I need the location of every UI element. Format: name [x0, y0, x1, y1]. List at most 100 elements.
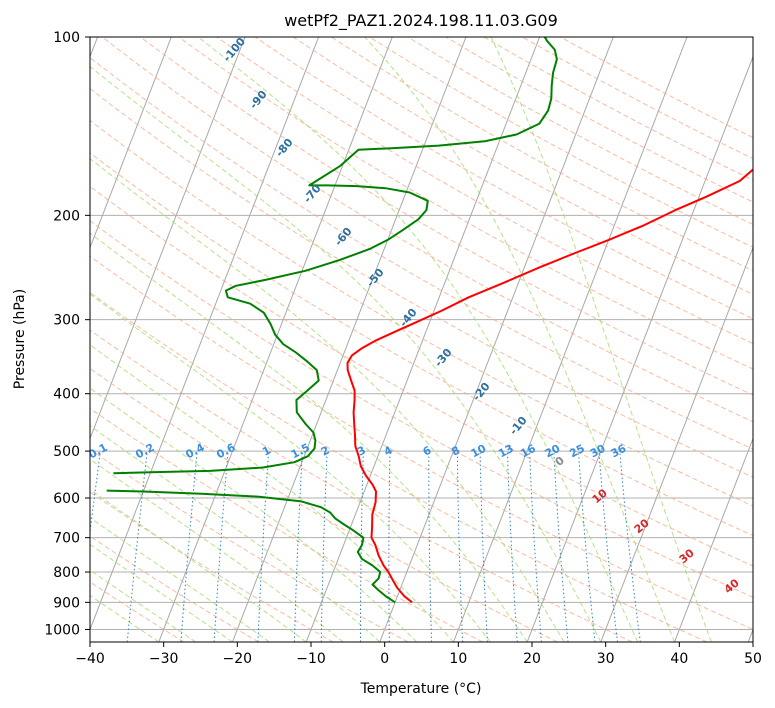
y-axis-ticks: 100 200 300 400 500 600 700 800 900 1000 — [44, 30, 90, 638]
moist-adiabat — [490, 37, 712, 642]
isotherm — [232, 37, 467, 642]
dry-adiabats — [90, 37, 753, 642]
x-tick-label: 50 — [744, 651, 762, 667]
dry-adiabat — [90, 56, 753, 450]
y-tick-label: 700 — [53, 531, 80, 547]
moist-adiabat — [90, 569, 196, 642]
dry-adiabat — [140, 37, 753, 396]
mixing-ratio-label: 0.4 — [183, 441, 207, 462]
y-tick-label: 800 — [53, 565, 80, 581]
dry-adiabat — [90, 87, 753, 478]
dry-adiabat-label: -80 — [273, 136, 296, 160]
y-tick-label: 400 — [53, 387, 80, 403]
mixing-ratio-line — [90, 451, 101, 537]
moist-adiabat — [90, 594, 160, 642]
moist-adiabat — [90, 458, 344, 642]
dry-adiabat — [90, 152, 753, 537]
x-tick-label: −10 — [296, 651, 326, 667]
moist-adiabat — [90, 488, 307, 642]
dry-adiabat — [90, 407, 483, 642]
plot-frame — [89, 36, 754, 643]
y-tick-label: 200 — [53, 208, 80, 224]
x-axis-ticks: −40 −30 −20 −10 0 10 20 30 40 50 — [75, 642, 762, 667]
y-tick-label: 100 — [53, 30, 80, 46]
mixing-ratio-label: 0.6 — [214, 441, 238, 462]
moist-adiabat — [90, 65, 602, 642]
moist-adiabat — [90, 344, 454, 642]
mixing-ratio-label: 13 — [496, 442, 516, 461]
dry-adiabat — [254, 37, 753, 320]
dry-adiabat — [90, 185, 753, 567]
mixing-ratio-line — [479, 451, 488, 642]
dry-adiabat — [292, 37, 753, 295]
mixing-ratio-line — [320, 451, 328, 642]
mixing-ratio-label: 25 — [567, 442, 587, 461]
moist-adiabat — [90, 543, 233, 642]
isotherm — [379, 37, 614, 642]
dry-adiabat-label: -40 — [397, 306, 420, 330]
mixing-ratio-line — [126, 451, 148, 642]
mixing-ratio-lines — [90, 451, 641, 642]
isotherm — [90, 37, 246, 440]
pressure-gridlines — [90, 37, 753, 630]
mixing-ratio-label: 36 — [609, 442, 629, 461]
dewpoint-profile-line — [106, 489, 396, 604]
dry-adiabat — [90, 119, 753, 507]
dry-adiabat — [331, 37, 753, 272]
x-axis-label: Temperature (°C) — [360, 681, 482, 697]
isotherms — [90, 37, 753, 642]
moist-adiabat-label: 10 — [590, 486, 610, 506]
x-tick-label: 30 — [597, 651, 615, 667]
y-tick-label: 1000 — [44, 622, 80, 638]
isotherm — [747, 628, 753, 642]
isotherm — [158, 37, 393, 642]
dry-adiabat — [90, 255, 753, 630]
mixing-ratio-line — [578, 451, 596, 642]
mixing-ratio-line — [619, 451, 641, 642]
dry-adiabat — [90, 448, 409, 642]
x-tick-label: 40 — [670, 651, 688, 667]
y-tick-label: 600 — [53, 491, 80, 507]
isotherm — [90, 37, 172, 250]
background-line-labels: 0.1 0.2 0.4 0.6 1 1.5 2 3 4 6 8 10 13 16 20 25 30 36-100-… — [90, 37, 742, 596]
moist-adiabat — [197, 37, 639, 642]
mixing-ratio-label: 30 — [588, 442, 608, 461]
mixing-ratio-line — [180, 451, 198, 642]
dry-adiabat — [483, 37, 753, 181]
dry-adiabat — [90, 291, 708, 642]
dry-adiabat-label: -30 — [432, 346, 455, 370]
x-tick-label: −30 — [149, 651, 179, 667]
mixing-ratio-line — [553, 451, 569, 642]
profile-series — [106, 37, 753, 604]
x-tick-label: −20 — [223, 651, 253, 667]
mixing-ratio-line — [388, 451, 391, 642]
isotherm — [674, 437, 753, 642]
y-tick-label: 500 — [53, 444, 80, 460]
mixing-ratio-line — [456, 451, 464, 642]
mixing-ratio-label: 20 — [543, 442, 563, 461]
mixing-ratio-label: 10 — [469, 442, 489, 461]
mixing-ratio-line — [598, 451, 618, 642]
moist-adiabat — [364, 37, 675, 642]
dry-adiabat — [369, 37, 753, 248]
y-tick-label: 300 — [53, 313, 80, 329]
moist-adiabat — [90, 293, 491, 642]
mixing-ratio-label: 0.2 — [133, 441, 156, 462]
dry-adiabat — [407, 37, 753, 226]
mixing-ratio-label: 16 — [518, 442, 538, 461]
plot-area: 0.1 0.2 0.4 0.6 1 1.5 2 3 4 6 8 10 13 16 20 25 30 36-100-… — [90, 37, 753, 642]
x-tick-label: 20 — [523, 651, 541, 667]
dry-adiabat — [90, 220, 753, 598]
dry-adiabat — [90, 329, 633, 642]
moist-adiabat-label: 30 — [677, 546, 697, 566]
moist-adiabats — [90, 37, 712, 642]
mixing-ratio-line — [529, 451, 542, 642]
x-tick-label: −40 — [75, 651, 105, 667]
moist-adiabat-label: 20 — [632, 516, 652, 536]
isotherm — [453, 37, 688, 642]
moist-adiabat — [90, 158, 565, 642]
isotherm — [600, 246, 753, 642]
x-tick-label: 10 — [449, 651, 467, 667]
isotherm — [526, 55, 753, 642]
